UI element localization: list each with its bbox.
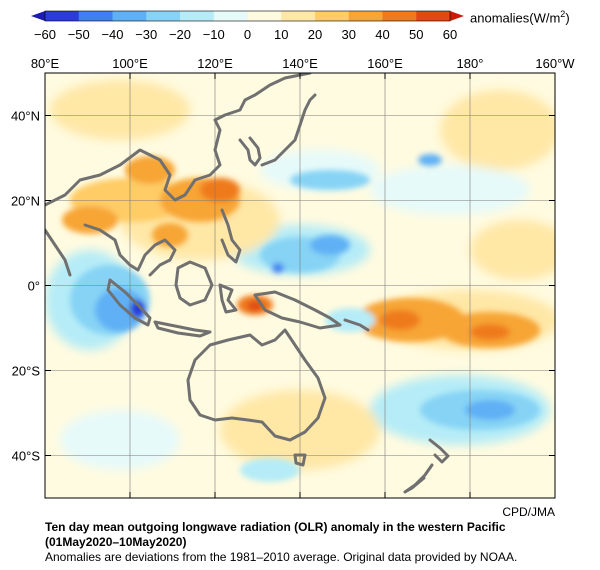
longitude-label: 80°E [31, 56, 60, 71]
longitude-label: 120°E [197, 56, 233, 71]
colorbar-outline [44, 10, 451, 22]
coastline-new-zealand-north [428, 438, 450, 464]
colorbar-legend: −60 −50 −40 −30 −20 −10 0 10 20 30 40 50 60 anomalie… [0, 0, 600, 46]
coastline-indochina [83, 223, 177, 277]
coastline-korea [238, 136, 262, 167]
graticule [45, 73, 555, 498]
colorbar-tick-label: 10 [274, 27, 288, 42]
caption-period: (01May2020–10May2020) [45, 535, 187, 549]
colorbar-swatch [281, 11, 316, 21]
colorbar-tick-label: 50 [409, 27, 423, 42]
latitude-label: 20°N [11, 194, 40, 209]
coastline-new-guinea [253, 290, 342, 330]
latitude-label: 40°N [11, 109, 40, 124]
colorbar-tick-label: −20 [169, 27, 191, 42]
anomaly-field [45, 73, 555, 498]
longitude-label: 160°E [367, 56, 403, 71]
coastline-java [153, 320, 212, 338]
coastline-new-zealand-south [403, 463, 434, 494]
coastline-australia [186, 328, 327, 442]
colorbar-swatch [180, 11, 215, 21]
caption-title: Ten day mean outgoing longwave radiation… [45, 520, 506, 534]
latitude-label: 20°S [12, 364, 41, 379]
colorbar-unit-label: anomalies(W/m2) [470, 9, 570, 26]
colorbar-tick-label: 20 [308, 27, 322, 42]
colorbar-tick-label: −10 [203, 27, 225, 42]
colorbar-left-arrow [31, 11, 45, 21]
coastlines [45, 73, 450, 494]
longitude-label: 140°E [282, 56, 318, 71]
coastline-solomon [343, 318, 370, 332]
longitude-label: 160°W [535, 56, 575, 71]
colorbar-tick-label: −40 [101, 27, 123, 42]
colorbar-swatch [112, 11, 147, 21]
colorbar-swatch [146, 11, 181, 21]
colorbar-swatch [78, 11, 113, 21]
latitude-label: 0° [28, 279, 40, 294]
colorbar-tick-label: 0 [244, 27, 251, 42]
olr-anomaly-map: 80°E 100°E 120°E 140°E 160°E 180° 160°W 40°N 20°… [11, 56, 575, 499]
coastline-india [45, 228, 72, 277]
colorbar-swatch [416, 11, 451, 21]
caption-note: Anomalies are deviations from the 1981–2… [45, 550, 518, 564]
coastline-japan [260, 93, 317, 167]
longitude-label: 100°E [112, 56, 148, 71]
credit-label: CPD/JMA [502, 505, 555, 519]
colorbar-scale: −60 −50 −40 −30 −20 −10 0 10 20 30 40 50 60 [31, 10, 464, 42]
colorbar-tick-label: −30 [135, 27, 157, 42]
coastline-east-asia [45, 73, 312, 207]
colorbar-right-arrow [450, 11, 464, 21]
colorbar-tick-label: 30 [342, 27, 356, 42]
coastline-borneo [174, 260, 214, 307]
coastline-sumatra [106, 278, 152, 327]
coastline-sulawesi [218, 283, 238, 314]
colorbar-swatch [315, 11, 350, 21]
colorbar-swatch [382, 11, 417, 21]
colorbar-tick-label: 60 [443, 27, 457, 42]
colorbar-swatch [45, 11, 80, 21]
latitude-label: 40°S [12, 449, 41, 464]
colorbar-tick-label: −50 [68, 27, 90, 42]
coastline-tasmania [293, 453, 307, 467]
colorbar-swatch [348, 11, 383, 21]
axis-labels: 80°E 100°E 120°E 140°E 160°E 180° 160°W 40°N 20°… [11, 56, 575, 498]
colorbar-tick-label: 40 [375, 27, 389, 42]
longitude-label: 180° [457, 56, 484, 71]
coastline-philippines [220, 208, 242, 264]
colorbar-swatch [213, 11, 248, 21]
colorbar-tick-label: −60 [34, 27, 56, 42]
colorbar-swatch [247, 11, 282, 21]
